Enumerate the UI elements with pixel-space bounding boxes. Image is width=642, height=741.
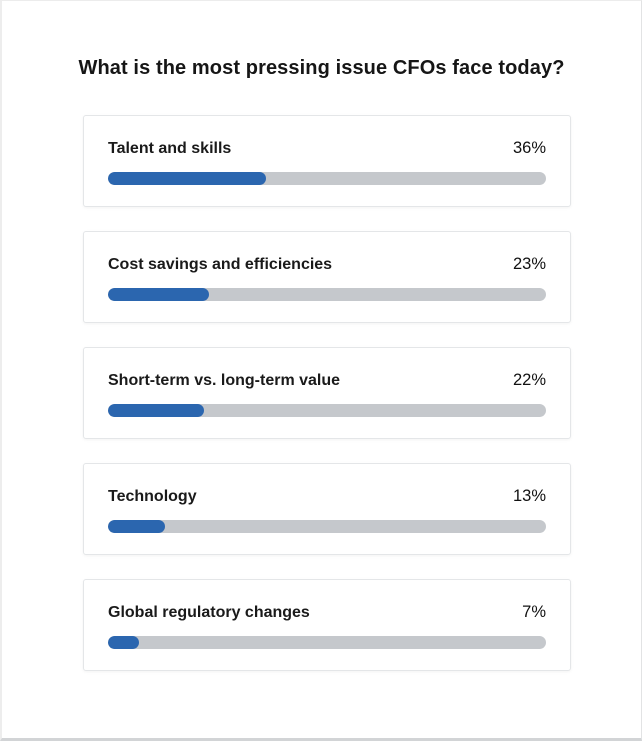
poll-option-header: Cost savings and efficiencies 23% [108,254,546,275]
option-label: Talent and skills [108,140,232,157]
progress-fill [108,404,205,417]
option-percentage: 7% [522,603,546,621]
poll-option-header: Short-term vs. long-term value 22% [108,370,546,391]
poll-options-list: Talent and skills 36% Cost savings and e… [83,115,571,671]
progress-track [108,404,546,417]
progress-track [108,520,546,533]
option-percentage: 36% [512,139,546,157]
option-label: Short-term vs. long-term value [108,372,341,389]
poll-option-card: Short-term vs. long-term value 22% [83,347,571,439]
progress-track [108,288,546,301]
option-label: Technology [108,488,197,505]
poll-option-header: Global regulatory changes 7% [108,602,546,623]
poll-option-card: Technology 13% [83,463,571,555]
option-label: Cost savings and efficiencies [108,256,333,273]
poll-question-title: What is the most pressing issue CFOs fac… [78,57,565,79]
poll-option-card: Global regulatory changes 7% [83,579,571,671]
progress-fill [108,288,209,301]
poll-option-header: Technology 13% [108,486,546,507]
option-percentage: 13% [512,487,546,505]
option-percentage: 23% [512,255,546,273]
progress-fill [108,172,266,185]
progress-fill [108,520,165,533]
progress-track [108,636,546,649]
poll-option-header: Talent and skills 36% [108,138,546,159]
poll-option-card: Talent and skills 36% [83,115,571,207]
progress-fill [108,636,139,649]
option-percentage: 22% [512,371,546,389]
poll-option-card: Cost savings and efficiencies 23% [83,231,571,323]
option-label: Global regulatory changes [108,604,310,621]
progress-track [108,172,546,185]
